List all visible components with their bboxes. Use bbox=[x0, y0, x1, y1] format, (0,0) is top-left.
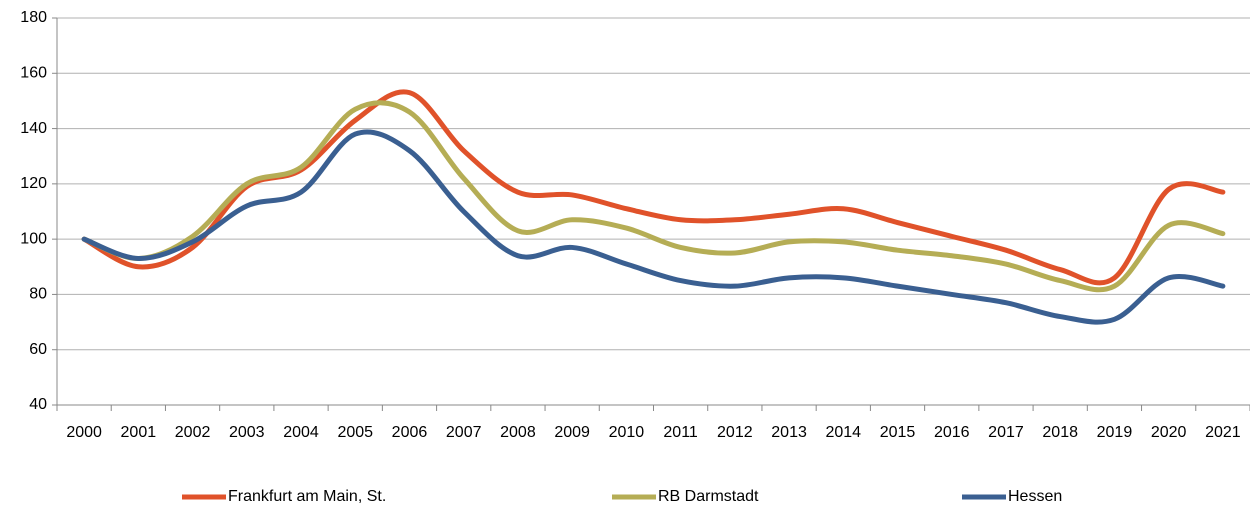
line bbox=[81, 89, 1226, 286]
x-tick-label: 2018 bbox=[1042, 424, 1078, 441]
x-tick-label: 2012 bbox=[717, 424, 753, 441]
legend-label: Hessen bbox=[1008, 488, 1062, 505]
x-tick-label: 2008 bbox=[500, 424, 536, 441]
x-tick-label: 2016 bbox=[934, 424, 970, 441]
y-tick-label: 140 bbox=[20, 120, 47, 137]
legend-label: RB Darmstadt bbox=[658, 488, 759, 505]
x-tick-label: 2010 bbox=[609, 424, 645, 441]
x-tick-label: 2007 bbox=[446, 424, 482, 441]
x-tick-label: 2006 bbox=[392, 424, 428, 441]
legend-label: Frankfurt am Main, St. bbox=[228, 488, 386, 505]
x-tick-label: 2002 bbox=[175, 424, 211, 441]
x-tick-label: 2019 bbox=[1097, 424, 1133, 441]
x-tick-label: 2014 bbox=[825, 424, 861, 441]
x-tick-label: 2021 bbox=[1205, 424, 1241, 441]
x-tick-label: 2000 bbox=[66, 424, 102, 441]
y-tick-label: 100 bbox=[20, 230, 47, 247]
x-tick-label: 2004 bbox=[283, 424, 319, 441]
y-tick-label: 40 bbox=[29, 396, 47, 413]
x-tick-label: 2017 bbox=[988, 424, 1024, 441]
x-tick-label: 2009 bbox=[554, 424, 590, 441]
y-tick-label: 160 bbox=[20, 65, 47, 82]
y-tick-label: 180 bbox=[20, 9, 47, 26]
x-tick-label: 2003 bbox=[229, 424, 265, 441]
y-tick-label: 120 bbox=[20, 175, 47, 192]
line bbox=[81, 129, 1226, 325]
y-tick-label: 80 bbox=[29, 286, 47, 303]
line bbox=[81, 100, 1226, 293]
x-tick-label: 2011 bbox=[663, 424, 698, 441]
y-tick-label: 60 bbox=[29, 341, 47, 358]
x-tick-label: 2020 bbox=[1151, 424, 1187, 441]
x-tick-label: 2015 bbox=[880, 424, 916, 441]
x-tick-label: 2005 bbox=[337, 424, 373, 441]
x-tick-label: 2013 bbox=[771, 424, 807, 441]
x-tick-label: 2001 bbox=[121, 424, 157, 441]
